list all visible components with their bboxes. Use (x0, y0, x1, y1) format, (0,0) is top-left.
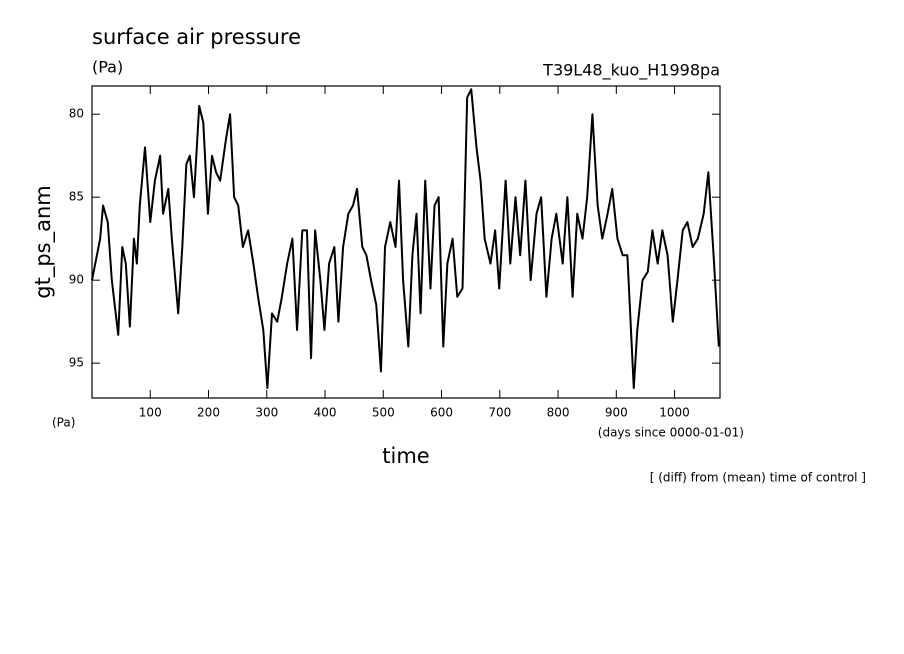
x-tick-label: 900 (605, 406, 628, 420)
x-axis-label: time (382, 444, 429, 468)
y-tick-label: 90 (69, 273, 84, 287)
y-tick-label: 85 (69, 190, 84, 204)
x-tick-label: 1000 (659, 406, 690, 420)
x-tick-label: 800 (547, 406, 570, 420)
y-axis-label: gt_ps_anm (31, 185, 56, 298)
subtitle-right: T39L48_kuo_H1998pa (542, 61, 720, 81)
x-tick-label: 200 (197, 406, 220, 420)
y-tick-label: 80 (69, 107, 84, 121)
note: [ (diff) from (mean) time of control ] (650, 471, 866, 485)
x-tick-label: 300 (255, 406, 278, 420)
x-tick-label: 100 (139, 406, 162, 420)
subtitle-left: (Pa) (92, 58, 123, 77)
x-tick-label: 500 (372, 406, 395, 420)
plot-frame (91, 85, 721, 399)
x-tick-label: 700 (488, 406, 511, 420)
x-tick-label: 400 (314, 406, 337, 420)
line (91, 88, 720, 390)
chart-title: surface air pressure (92, 25, 301, 49)
x-axis-unit: (days since 0000-01-01) (598, 426, 744, 440)
y-axis-unit: (Pa) (52, 416, 75, 430)
y-tick-label: 95 (69, 356, 84, 370)
x-tick-label: 600 (430, 406, 453, 420)
